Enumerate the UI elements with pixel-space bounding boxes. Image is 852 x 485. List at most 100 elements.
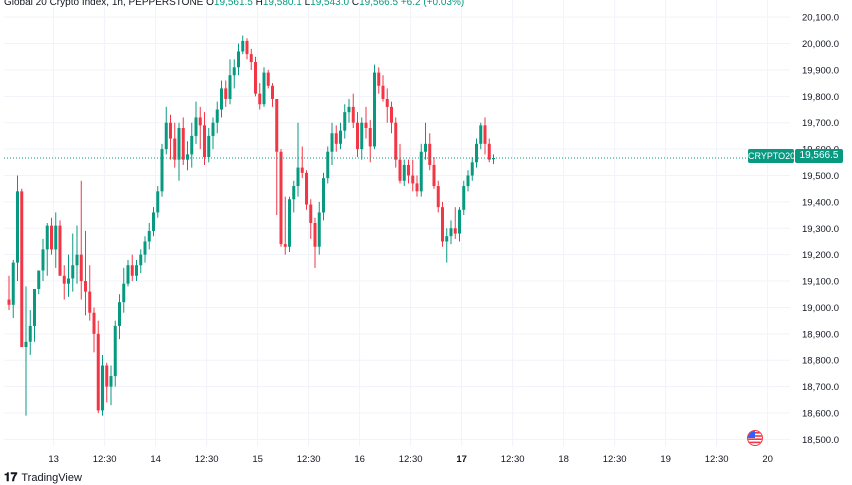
- candle[interactable]: [428, 133, 432, 171]
- candle[interactable]: [54, 212, 58, 268]
- candle[interactable]: [470, 157, 474, 181]
- candle[interactable]: [101, 354, 104, 416]
- candle[interactable]: [58, 220, 62, 276]
- candle[interactable]: [453, 207, 457, 239]
- candle[interactable]: [215, 101, 219, 134]
- candle[interactable]: [173, 122, 177, 168]
- candle[interactable]: [135, 259, 138, 282]
- candle[interactable]: [139, 249, 143, 274]
- candle[interactable]: [487, 138, 491, 163]
- candle[interactable]: [390, 101, 393, 134]
- candle[interactable]: [309, 199, 313, 239]
- candle[interactable]: [458, 207, 461, 242]
- candle[interactable]: [160, 143, 164, 197]
- candle[interactable]: [445, 228, 449, 263]
- candle[interactable]: [364, 106, 368, 139]
- candle[interactable]: [377, 67, 381, 94]
- candle[interactable]: [398, 143, 402, 184]
- candle[interactable]: [20, 188, 24, 348]
- candle[interactable]: [203, 112, 206, 165]
- candle[interactable]: [220, 80, 223, 118]
- candle[interactable]: [198, 106, 202, 150]
- candle[interactable]: [411, 159, 415, 192]
- candle[interactable]: [441, 201, 444, 247]
- candle[interactable]: [334, 125, 338, 152]
- candle[interactable]: [249, 48, 253, 70]
- candle[interactable]: [241, 35, 245, 55]
- candle[interactable]: [62, 265, 66, 300]
- candle[interactable]: [228, 59, 232, 105]
- candle[interactable]: [37, 270, 41, 295]
- candle[interactable]: [75, 225, 79, 284]
- candle[interactable]: [381, 75, 385, 102]
- candlestick-series[interactable]: [7, 35, 496, 416]
- candle[interactable]: [466, 170, 470, 192]
- candle[interactable]: [190, 122, 194, 168]
- candle[interactable]: [207, 127, 211, 163]
- candle[interactable]: [186, 141, 189, 171]
- candle[interactable]: [449, 220, 453, 245]
- candle[interactable]: [96, 320, 100, 414]
- candle[interactable]: [305, 170, 308, 210]
- candle[interactable]: [79, 180, 83, 300]
- candle[interactable]: [169, 114, 172, 160]
- candle[interactable]: [194, 101, 198, 144]
- candle[interactable]: [360, 117, 364, 160]
- candle[interactable]: [407, 159, 410, 184]
- candle[interactable]: [105, 362, 109, 403]
- candle[interactable]: [343, 104, 347, 139]
- candle[interactable]: [292, 180, 296, 213]
- candle[interactable]: [385, 88, 389, 123]
- candle[interactable]: [275, 98, 279, 216]
- candle[interactable]: [232, 59, 236, 89]
- candle[interactable]: [28, 310, 32, 355]
- candle[interactable]: [492, 154, 495, 165]
- candle[interactable]: [67, 254, 70, 297]
- candle[interactable]: [92, 307, 96, 353]
- candle[interactable]: [394, 117, 398, 168]
- candle[interactable]: [224, 80, 228, 107]
- candle[interactable]: [283, 196, 287, 255]
- candle[interactable]: [11, 259, 15, 319]
- candle[interactable]: [419, 143, 423, 197]
- candle[interactable]: [254, 56, 257, 97]
- candle[interactable]: [317, 201, 321, 255]
- candle[interactable]: [50, 217, 53, 255]
- candle[interactable]: [271, 83, 274, 107]
- candle[interactable]: [126, 259, 130, 287]
- candle[interactable]: [113, 320, 117, 387]
- candle[interactable]: [475, 138, 478, 168]
- candle[interactable]: [262, 67, 266, 107]
- candle[interactable]: [462, 180, 466, 216]
- candle[interactable]: [33, 288, 36, 342]
- candle[interactable]: [436, 180, 440, 213]
- candle[interactable]: [356, 112, 359, 158]
- candle[interactable]: [279, 149, 283, 247]
- candle[interactable]: [84, 230, 87, 316]
- us-flag-icon[interactable]: [747, 430, 763, 446]
- candle[interactable]: [122, 267, 126, 313]
- candle[interactable]: [24, 286, 28, 416]
- candle[interactable]: [16, 175, 19, 282]
- candle[interactable]: [266, 69, 270, 89]
- candle[interactable]: [313, 217, 317, 268]
- candle[interactable]: [156, 186, 160, 218]
- candle[interactable]: [181, 117, 185, 165]
- candle[interactable]: [296, 122, 300, 197]
- candle[interactable]: [351, 93, 355, 128]
- candle[interactable]: [109, 365, 113, 406]
- candle[interactable]: [330, 122, 334, 165]
- candle[interactable]: [483, 117, 487, 155]
- candle[interactable]: [71, 233, 75, 292]
- candle[interactable]: [88, 265, 92, 321]
- candle[interactable]: [147, 223, 151, 250]
- candle[interactable]: [339, 122, 342, 150]
- candle[interactable]: [368, 120, 372, 163]
- candle[interactable]: [300, 146, 304, 179]
- candle[interactable]: [245, 38, 249, 60]
- candle[interactable]: [143, 236, 147, 263]
- candle[interactable]: [288, 196, 291, 253]
- candle[interactable]: [424, 122, 427, 160]
- candle[interactable]: [322, 172, 325, 221]
